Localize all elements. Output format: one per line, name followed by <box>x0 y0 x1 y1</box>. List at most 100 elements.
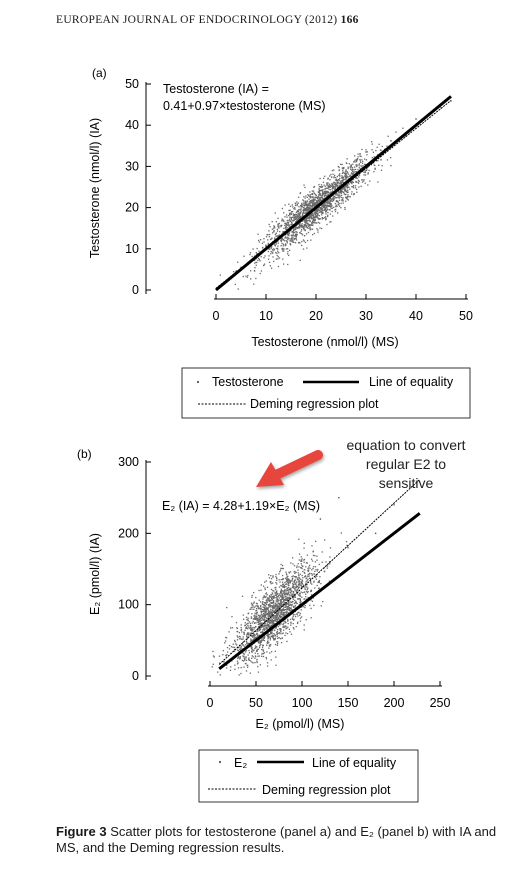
scatter-point <box>251 651 253 653</box>
scatter-point <box>296 593 298 595</box>
scatter-point <box>316 199 318 202</box>
scatter-point <box>286 599 289 601</box>
scatter-point <box>288 219 290 222</box>
scatter-point <box>309 224 311 226</box>
scatter-point <box>390 164 392 167</box>
scatter-point <box>277 605 279 607</box>
scatter-point <box>303 204 305 206</box>
scatter-point <box>234 668 236 670</box>
scatter-point <box>257 634 259 637</box>
scatter-point <box>354 161 356 163</box>
scatter-point <box>300 556 302 558</box>
scatter-point <box>336 192 338 195</box>
scatter-point <box>286 248 289 250</box>
scatter-point <box>258 646 261 649</box>
scatter-point <box>304 212 306 214</box>
scatter-point <box>212 663 214 665</box>
scatter-point <box>275 258 278 260</box>
scatter-point <box>280 641 283 644</box>
scatter-point <box>283 585 285 587</box>
scatter-point <box>353 171 355 173</box>
scatter-point <box>246 638 249 640</box>
scatter-point <box>275 664 277 666</box>
scatter-point <box>287 581 289 583</box>
scatter-point <box>254 645 257 647</box>
scatter-point <box>260 270 263 272</box>
scatter-point <box>267 607 269 610</box>
scatter-point <box>275 573 277 576</box>
scatter-point <box>265 593 267 595</box>
scatter-point <box>253 628 255 630</box>
scatter-point <box>346 195 349 198</box>
scatter-point <box>300 209 302 211</box>
scatter-point <box>316 228 318 230</box>
scatter-point <box>338 199 341 201</box>
scatter-point <box>269 637 272 640</box>
scatter-point <box>292 241 294 243</box>
scatter-point <box>277 217 279 219</box>
scatter-point <box>271 621 274 623</box>
scatter-point <box>282 250 284 252</box>
scatter-point <box>287 601 290 603</box>
scatter-point <box>263 652 266 654</box>
scatter-point <box>281 594 283 596</box>
scatter-point <box>305 562 308 564</box>
scatter-point <box>306 226 309 229</box>
scatter-point <box>285 606 287 608</box>
scatter-point <box>350 166 352 169</box>
scatter-point <box>347 176 350 178</box>
scatter-point <box>255 261 257 264</box>
scatter-point <box>327 215 329 218</box>
scatter-point <box>355 161 358 163</box>
scatter-point <box>285 571 287 573</box>
scatter-point <box>296 211 298 213</box>
scatter-point <box>246 666 249 668</box>
scatter-point <box>291 578 293 581</box>
scatter-point <box>327 194 329 196</box>
scatter-point <box>395 131 397 133</box>
scatter-point <box>287 251 289 253</box>
scatter-point <box>290 237 293 240</box>
scatter-point <box>278 597 280 599</box>
scatter-point <box>275 611 277 613</box>
scatter-point <box>298 566 300 568</box>
scatter-point <box>321 212 323 214</box>
scatter-point <box>249 660 252 662</box>
scatter-point <box>268 644 271 646</box>
scatter-point <box>293 218 295 221</box>
scatter-point <box>275 599 277 601</box>
scatter-point <box>299 620 302 622</box>
scatter-point <box>310 617 312 619</box>
scatter-point <box>300 567 303 569</box>
scatter-point <box>322 189 324 191</box>
scatter-point <box>332 197 335 199</box>
scatter-point <box>312 597 315 599</box>
scatter-point <box>311 201 313 204</box>
scatter-point <box>298 604 301 606</box>
scatter-point <box>317 221 320 224</box>
scatter-point <box>286 610 288 613</box>
scatter-point <box>260 612 263 614</box>
scatter-point <box>302 211 304 213</box>
scatter-point <box>265 611 267 614</box>
scatter-point <box>272 617 275 619</box>
scatter-point <box>320 210 322 213</box>
scatter-point <box>278 222 281 225</box>
scatter-point <box>262 246 264 249</box>
scatter-point <box>269 619 271 621</box>
scatter-point <box>275 603 277 606</box>
scatter-point <box>283 606 285 608</box>
legend-a-equality: Line of equality <box>369 375 454 389</box>
scatter-point <box>336 181 338 183</box>
scatter-point <box>286 242 288 244</box>
scatter-point <box>290 221 293 223</box>
scatter-point <box>265 601 268 603</box>
scatter-point <box>263 257 265 259</box>
scatter-point <box>362 160 364 163</box>
scatter-point <box>291 609 293 611</box>
scatter-point <box>274 617 277 619</box>
scatter-point <box>326 223 328 226</box>
scatter-point <box>279 629 281 631</box>
scatter-point <box>250 616 253 618</box>
scatter-point <box>258 250 260 252</box>
